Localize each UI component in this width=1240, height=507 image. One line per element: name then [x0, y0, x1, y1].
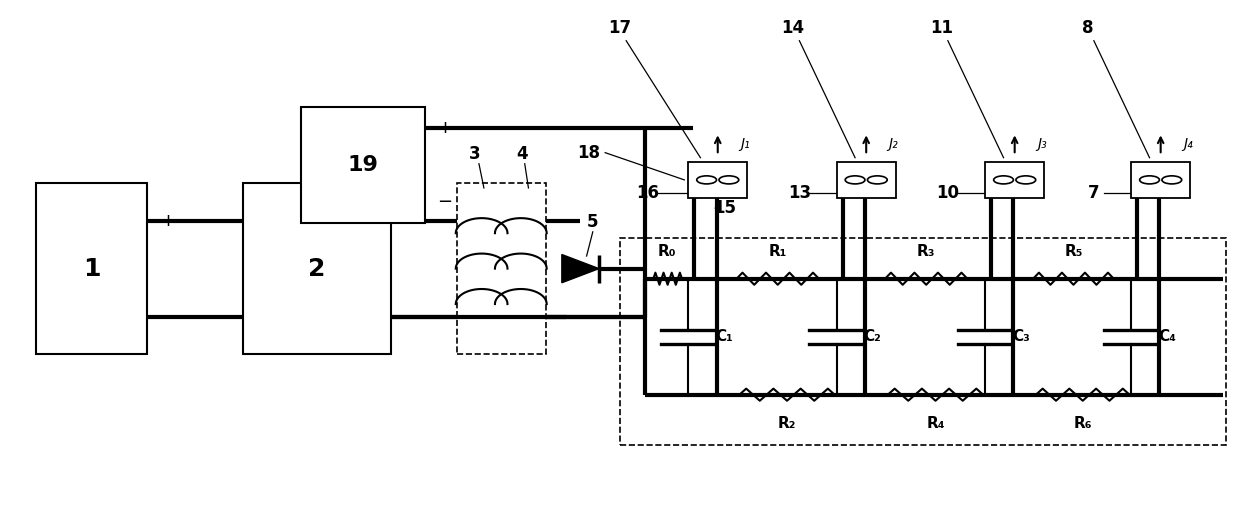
Bar	[36, 183, 148, 354]
Text: 13: 13	[787, 184, 811, 202]
Text: +: +	[160, 211, 175, 230]
Text: 8: 8	[1083, 19, 1094, 37]
Bar	[985, 162, 1044, 198]
Text: 7: 7	[1087, 184, 1100, 202]
Text: 14: 14	[781, 19, 805, 37]
Polygon shape	[562, 255, 599, 283]
Text: C₂: C₂	[864, 329, 882, 344]
Bar	[456, 183, 546, 354]
Text: J₂: J₂	[889, 136, 898, 151]
Text: 15: 15	[714, 199, 737, 217]
Text: J₁: J₁	[740, 136, 750, 151]
Bar	[243, 183, 391, 354]
Text: 10: 10	[936, 184, 960, 202]
Text: 3: 3	[469, 144, 481, 163]
Text: R₂: R₂	[777, 416, 796, 431]
Bar	[688, 162, 748, 198]
Text: R₃: R₃	[916, 243, 935, 259]
Bar	[837, 162, 897, 198]
Text: 6: 6	[1171, 184, 1183, 202]
Text: R₆: R₆	[1074, 416, 1092, 431]
Text: 1: 1	[83, 257, 100, 281]
Text: 12: 12	[862, 184, 885, 202]
Text: J₃: J₃	[1037, 136, 1047, 151]
Bar	[301, 107, 424, 223]
Text: R₅: R₅	[1064, 243, 1083, 259]
Text: 18: 18	[578, 143, 600, 162]
Text: 2: 2	[309, 257, 326, 281]
Text: C₄: C₄	[1158, 329, 1176, 344]
Text: −: −	[436, 193, 453, 211]
Text: C₁: C₁	[715, 329, 733, 344]
Text: R₀: R₀	[657, 243, 676, 259]
Text: J₄: J₄	[1183, 136, 1193, 151]
Bar	[620, 238, 1226, 445]
Text: −: −	[160, 308, 175, 325]
Text: R₄: R₄	[926, 416, 945, 431]
Text: 19: 19	[347, 155, 378, 175]
Text: +: +	[436, 119, 451, 137]
Text: 9: 9	[1017, 184, 1028, 202]
Text: 17: 17	[609, 19, 631, 37]
Text: C₃: C₃	[1012, 329, 1030, 344]
Text: 5: 5	[587, 213, 598, 231]
Text: 4: 4	[516, 144, 528, 163]
Text: R₁: R₁	[769, 243, 787, 259]
Text: 11: 11	[930, 19, 954, 37]
Bar	[1131, 162, 1190, 198]
Text: 16: 16	[636, 184, 658, 202]
